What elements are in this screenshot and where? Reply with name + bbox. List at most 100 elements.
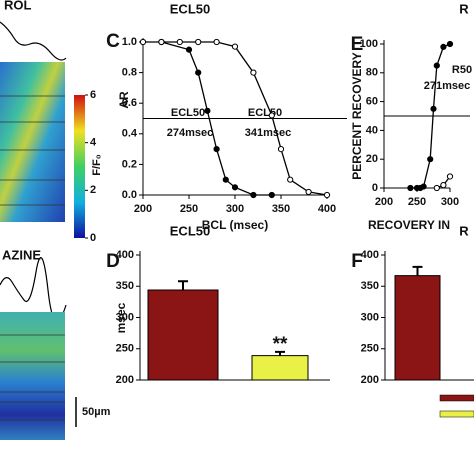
y-tick-label: 0.4 [122, 128, 138, 140]
point [440, 43, 447, 50]
annotation: ** [273, 334, 288, 355]
y-tick-label: 100 [360, 38, 378, 50]
x-axis-label: BCL (msec) [202, 218, 268, 232]
point [430, 105, 437, 112]
y-tick-label: 250 [116, 343, 134, 355]
point [433, 184, 440, 192]
colorbar-tick-label: 2 [90, 184, 96, 196]
y-axis-label: AR [117, 91, 131, 109]
heatmap [0, 62, 65, 222]
point [250, 69, 257, 76]
bar [251, 355, 309, 381]
x-tick-label: 250 [408, 196, 426, 208]
y-tick-label: 350 [361, 280, 379, 292]
point [231, 43, 239, 50]
trace [0, 257, 67, 322]
annotation: 271msec [424, 80, 471, 92]
point [213, 38, 220, 46]
chart-title: R [459, 223, 469, 238]
point [323, 191, 331, 199]
y-tick-label: 1.0 [122, 36, 137, 48]
trace [0, 21, 67, 61]
y-axis-label: PERCENT RECOVERY [350, 52, 364, 180]
point [446, 173, 454, 180]
colorbar-tick-label: 6 [90, 89, 96, 101]
y-tick-label: 0.6 [122, 97, 137, 109]
colorbar-label: F/F₀ [91, 154, 103, 175]
point [427, 156, 434, 163]
y-tick-label: 300 [361, 311, 379, 323]
x-tick-label: 300 [226, 203, 244, 215]
annotation: ECL50 [171, 107, 205, 119]
point [287, 176, 294, 183]
point [407, 184, 414, 192]
x-tick-label: 200 [134, 203, 152, 215]
point [185, 46, 193, 53]
y-tick-label: 40 [366, 124, 378, 136]
point [195, 38, 202, 46]
point [195, 69, 202, 76]
heatmap-lines [0, 334, 65, 421]
scale-bar-label: 50µm [82, 406, 111, 418]
annotation: R50 [452, 64, 472, 76]
heatmap [0, 312, 65, 440]
heatmap-lines [0, 95, 65, 206]
panel-title: AZINE [2, 247, 41, 262]
point [433, 62, 440, 69]
annotation: ECL50 [248, 107, 282, 119]
y-tick-label: 350 [116, 280, 134, 292]
chart-title: R [459, 1, 469, 16]
point [222, 176, 229, 183]
y-tick-label: 0.0 [122, 189, 137, 201]
bar [394, 275, 441, 381]
x-tick-label: 350 [272, 203, 290, 215]
point [446, 40, 454, 48]
point [158, 38, 165, 46]
point [176, 38, 183, 46]
point [268, 191, 275, 199]
y-tick-label: 400 [116, 249, 134, 261]
y-axis-label: msec [114, 302, 128, 333]
panel-label: F [351, 251, 363, 272]
y-tick-label: 80 [366, 67, 378, 79]
legend-swatch [439, 394, 474, 402]
point [277, 146, 285, 153]
panel-label: D [106, 251, 120, 272]
legend-swatch [439, 410, 474, 418]
y-tick-label: 200 [361, 374, 379, 386]
y-tick-label: 200 [116, 374, 134, 386]
x-tick-label: 400 [318, 203, 336, 215]
annotation: 274msec [167, 127, 214, 139]
colorbar-tick-label: 4 [90, 137, 97, 149]
point [139, 38, 147, 46]
point [440, 182, 447, 189]
annotation: 341msec [245, 127, 292, 139]
y-tick-label: 0 [372, 182, 378, 194]
panel-title: ROL [4, 0, 32, 12]
y-tick-label: 400 [361, 249, 379, 261]
panel-label: C [106, 31, 120, 52]
point [420, 183, 427, 190]
chart-title: ECL50 [170, 223, 210, 238]
x-axis-label: RECOVERY IN [368, 218, 450, 232]
chart-title: ECL50 [170, 1, 210, 16]
point [305, 188, 312, 196]
y-tick-label: 250 [361, 343, 379, 355]
x-tick-label: 300 [441, 196, 459, 208]
bar [147, 289, 219, 381]
x-tick-label: 250 [180, 203, 198, 215]
point [231, 184, 239, 191]
y-tick-label: 0.8 [122, 67, 137, 79]
colorbar-tick-label: 0 [90, 232, 96, 244]
point [213, 146, 220, 153]
point [204, 107, 211, 114]
point [268, 112, 275, 119]
panel-label: E [351, 34, 364, 55]
point [250, 191, 257, 199]
colorbar [74, 95, 85, 238]
y-tick-label: 300 [116, 311, 134, 323]
y-tick-label: 20 [366, 153, 378, 165]
y-tick-label: 60 [366, 96, 378, 108]
